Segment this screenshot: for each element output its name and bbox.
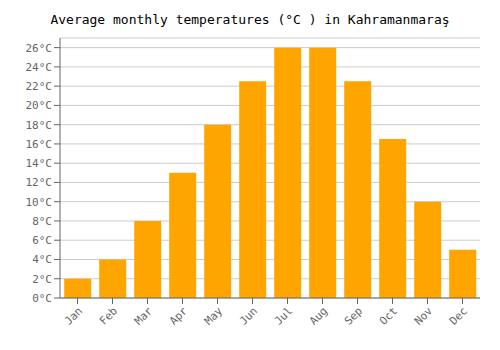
svg-text:18°C: 18°C xyxy=(26,119,53,132)
svg-text:Dec: Dec xyxy=(447,304,470,327)
svg-text:Jun: Jun xyxy=(237,304,260,327)
svg-text:24°C: 24°C xyxy=(26,61,53,74)
svg-text:10°C: 10°C xyxy=(26,196,53,209)
svg-text:20°C: 20°C xyxy=(26,99,53,112)
svg-text:Nov: Nov xyxy=(412,304,436,328)
svg-text:Jul: Jul xyxy=(272,304,295,327)
svg-text:Apr: Apr xyxy=(167,304,191,328)
svg-text:0°C: 0°C xyxy=(32,292,52,305)
svg-text:6°C: 6°C xyxy=(32,234,52,247)
svg-text:Oct: Oct xyxy=(377,304,400,327)
svg-text:22°C: 22°C xyxy=(26,80,53,93)
svg-text:16°C: 16°C xyxy=(26,138,53,151)
svg-text:2°C: 2°C xyxy=(32,273,52,286)
svg-text:8°C: 8°C xyxy=(32,215,52,228)
svg-text:12°C: 12°C xyxy=(26,176,53,189)
svg-text:4°C: 4°C xyxy=(32,253,52,266)
svg-text:Aug: Aug xyxy=(307,304,330,327)
svg-text:26°C: 26°C xyxy=(26,42,53,55)
html-text:Average monthly temperatures (: Average monthly temperatures (°C ) in Ka… xyxy=(50,12,450,27)
svg-text:May: May xyxy=(202,304,226,328)
svg-text:Mar: Mar xyxy=(132,304,156,328)
svg-text:Sep: Sep xyxy=(342,304,365,327)
svg-text:Jan: Jan xyxy=(62,304,85,327)
svg-text:Feb: Feb xyxy=(97,304,120,327)
svg-text:14°C: 14°C xyxy=(26,157,53,170)
